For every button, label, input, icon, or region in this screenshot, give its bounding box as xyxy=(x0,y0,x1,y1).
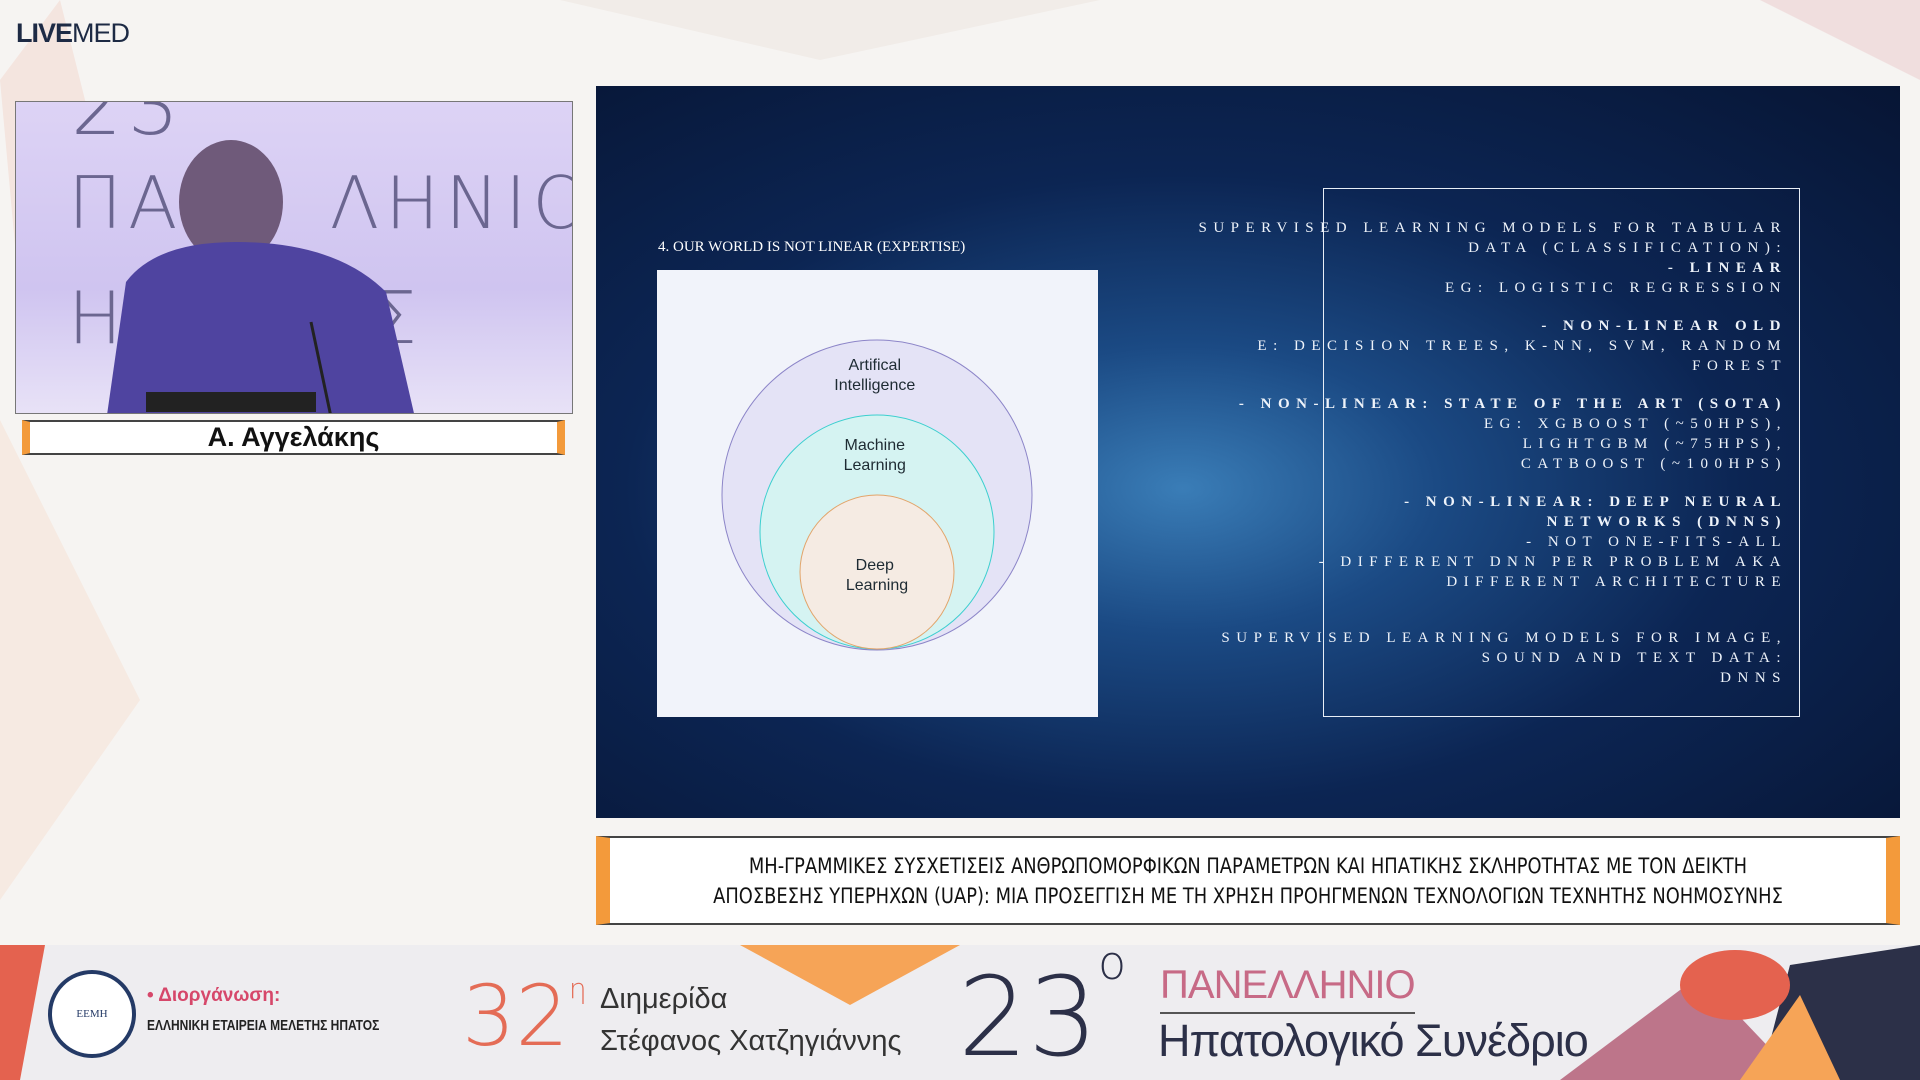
dl-label: Deep xyxy=(856,557,894,574)
ml-label: Learning xyxy=(844,457,906,474)
presentation-slide: 4. OUR WORLD IS NOT LINEAR (EXPERTISE) A… xyxy=(596,86,1900,818)
slide-text-line: DATA (CLASSIFICATION): xyxy=(1468,240,1787,256)
ml-label: Machine xyxy=(845,437,906,454)
ai-ml-dl-diagram: Artifical Intelligence Machine Learning … xyxy=(657,270,1098,717)
slide-text-line: CATBOOST (~100HPS) xyxy=(1520,456,1787,472)
slide-text-line: FOREST xyxy=(1692,358,1787,374)
talk-title-line: ΜΗ-ΓΡΑΜΜΙΚΕΣ ΣΥΣΧΕΤΙΣΕΙΣ ΑΝΘΡΩΠΟΜΟΡΦΙΚΩΝ… xyxy=(748,854,1748,878)
livemed-logo: LIVEMED xyxy=(16,18,130,49)
dimerida-name: Στέφανος Χατζηγιάννης xyxy=(600,1025,902,1057)
ai-label: Artifical xyxy=(849,357,901,374)
logo-light-part: MED xyxy=(72,18,130,48)
slide-text-line: - NON-LINEAR: DEEP NEURAL xyxy=(1404,494,1787,510)
slide-text-line: DIFFERENT ARCHITECTURE xyxy=(1446,574,1787,590)
slide-text-line: - NON-LINEAR: STATE OF THE ART (SOTA) xyxy=(1238,396,1787,412)
slide-text-line: EG: LOGISTIC REGRESSION xyxy=(1444,280,1787,296)
slide-text-line: - DIFFERENT DNN PER PROBLEM AKA xyxy=(1318,554,1787,570)
dimerida-label: Διημερίδα xyxy=(600,983,728,1015)
slide-text-gap xyxy=(1087,298,1787,316)
slide-text-line: NETWORKS (DNNS) xyxy=(1546,514,1787,530)
edition-32: 32η xyxy=(462,967,587,1065)
slide-text-gap xyxy=(1087,610,1787,628)
slide-text-line: E: DECISION TREES, K-NN, SVM, RANDOM xyxy=(1257,338,1787,354)
slide-text-line: EG: XGBOOST (~50HPS), xyxy=(1483,416,1787,432)
logo-bold-part: LIVE xyxy=(16,18,73,48)
slide-text-frame xyxy=(1323,188,1800,717)
speaker-name-bar: Α. Αγγελάκης xyxy=(22,420,565,455)
slide-text-line: LIGHTGBM (~75HPS), xyxy=(1522,436,1787,452)
banner-decoration xyxy=(0,945,1920,1080)
speaker-figure xyxy=(107,140,414,413)
slide-text-gap xyxy=(1087,592,1787,610)
edition-32-number: 32 xyxy=(462,967,569,1065)
slide-text-line: SUPERVISED LEARNING MODELS FOR TABULAR xyxy=(1198,220,1787,236)
dl-label: Learning xyxy=(846,577,908,594)
slide-text-block: SUPERVISED LEARNING MODELS FOR TABULAR DA… xyxy=(1087,218,1787,688)
slide-text-line: - NON-LINEAR OLD xyxy=(1541,318,1787,334)
eemh-logo: ΕΕΜΗ xyxy=(48,970,136,1058)
event-banner: ΕΕΜΗ • Διοργάνωση: ΕΛΛΗΝΙΚΗ ΕΤΑΙΡΕΙΑ ΜΕΛ… xyxy=(0,945,1920,1080)
edition-23: 23ο xyxy=(958,945,1126,1080)
slide-text-line: - NOT ONE-FITS-ALL xyxy=(1526,534,1787,550)
panellinio-label: ΠΑΝΕΛΛΗΝΙΟ xyxy=(1160,963,1416,1014)
congress-name: Ηπατολογικό Συνέδριο xyxy=(1158,1015,1589,1066)
svg-text:Artifical Intelligence: Artifical Intelligence Machine Learning … xyxy=(834,357,919,594)
organizer-name: ΕΛΛΗΝΙΚΗ ΕΤΑΙΡΕΙΑ ΜΕΛΕΤΗΣ ΗΠΑΤΟΣ xyxy=(147,1017,380,1034)
backdrop-text: 23 xyxy=(71,101,185,153)
slide-text-line: SOUND AND TEXT DATA: xyxy=(1481,650,1787,666)
liver-illustration xyxy=(1680,950,1790,1020)
edition-23-number: 23 xyxy=(958,953,1098,1080)
speaker-video: 23 ΠΑΝ ΛΗΝΙΟ Η κό Σ xyxy=(15,101,573,414)
talk-title-bar: ΜΗ-ΓΡΑΜΜΙΚΕΣ ΣΥΣΧΕΤΙΣΕΙΣ ΑΝΘΡΩΠΟΜΟΡΦΙΚΩΝ… xyxy=(596,836,1900,925)
dl-circle xyxy=(799,494,955,650)
organizer-label: • Διοργάνωση: xyxy=(147,985,281,1006)
slide-text-line: - LINEAR xyxy=(1667,260,1787,276)
slide-text-line: DNNS xyxy=(1720,670,1787,686)
talk-title-line: ΑΠΟΣΒΕΣΗΣ ΥΠΕΡΗΧΩΝ (UAP): ΜΙΑ ΠΡΟΣΕΓΓΙΣΗ… xyxy=(713,884,1783,908)
slide-text-gap xyxy=(1087,474,1787,492)
edition-23-suffix: ο xyxy=(1097,945,1127,991)
slide-heading: 4. OUR WORLD IS NOT LINEAR (EXPERTISE) xyxy=(658,239,966,255)
edition-32-suffix: η xyxy=(568,972,587,1005)
slide-text-gap xyxy=(1087,376,1787,394)
slide-text-line: SUPERVISED LEARNING MODELS FOR IMAGE, xyxy=(1221,630,1787,646)
ai-label: Intelligence xyxy=(834,377,915,394)
